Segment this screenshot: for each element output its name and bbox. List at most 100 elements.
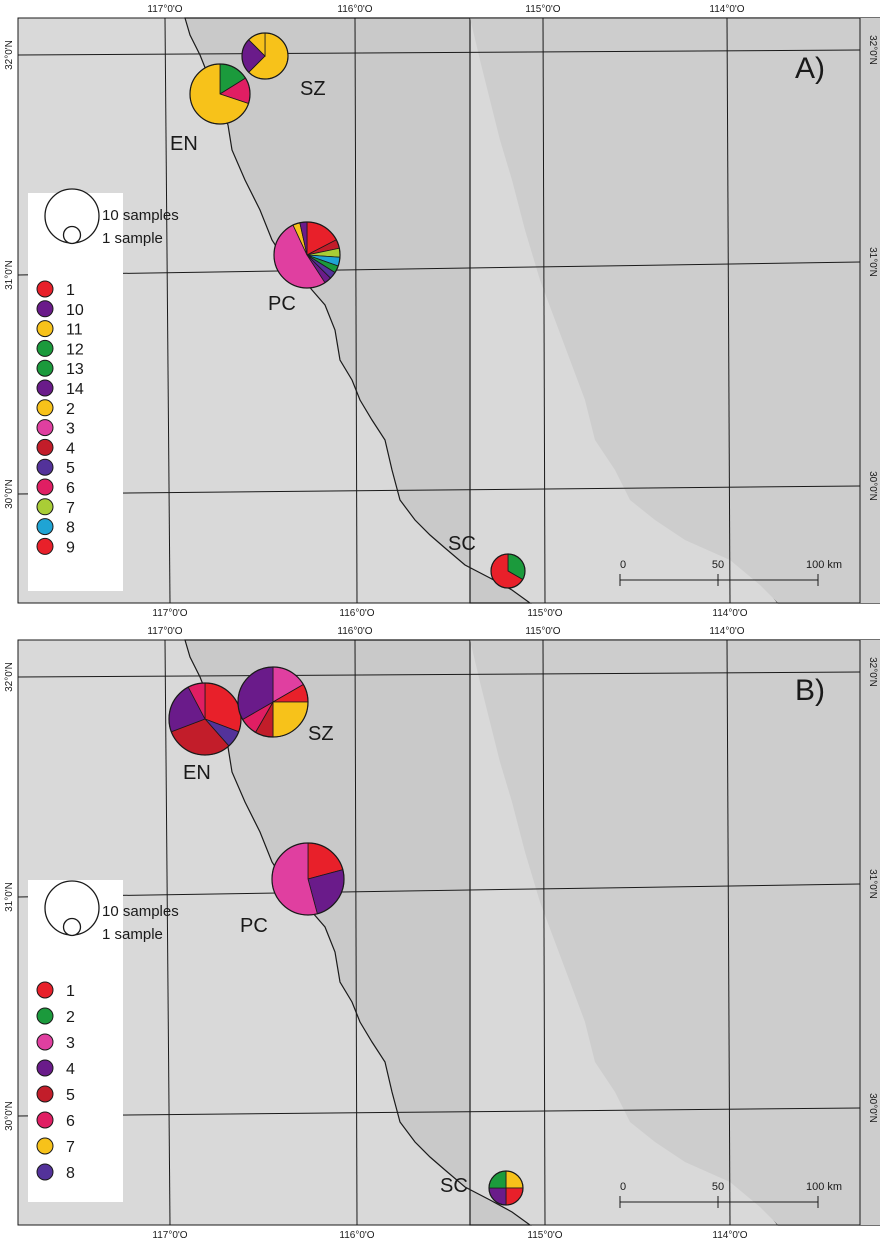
left-tick-label: 31°0'N [4,260,15,290]
top-tick-label: 115°0'O [525,4,560,15]
legend-label: 7 [66,500,75,517]
legend-item: 1 [36,981,75,1000]
legend-swatch [36,1059,54,1077]
right-tick-label: 30°0'N [867,471,878,501]
legend-swatch [36,537,54,555]
meridian-line [726,639,731,1226]
pie-outline [189,63,251,125]
site-label: PC [268,293,296,315]
legend-item: 5 [36,458,75,477]
pie-outline [273,221,341,289]
top-tick-label: 115°0'O [525,626,560,637]
legend-label: 1 [66,983,75,1000]
site-label: SZ [308,723,334,745]
size-small-circle [62,225,82,245]
legend-item: 4 [36,1059,75,1078]
bottom-tick-label: 114°0'O [712,1230,747,1241]
legend-item: 1 [36,280,75,299]
panel-label: B) [795,674,825,707]
legend-item: 3 [36,1033,75,1052]
meridian-line [726,17,731,604]
legend-label: 6 [66,1113,75,1130]
map-b: 117°0'O 116°0'O 115°0'O 114°0'O 117°0'O 116°0… [4,626,880,1241]
map-a: 117°0'O 116°0'O 115°0'O 114°0'O 117°0'O 116°0… [4,4,880,619]
legend-item: 3 [36,419,75,438]
legend-label: 6 [66,480,75,497]
site-pie-pc: PC [240,842,345,937]
bottom-tick-label: 114°0'O [712,608,747,619]
right-tick-label: 31°0'N [867,869,878,899]
mainland-region [470,640,880,1225]
site-pie-en: EN [170,63,251,155]
scale-label: 50 [712,559,724,571]
legend-label: 5 [66,460,75,477]
legend-label: 13 [66,361,84,378]
meridian-line [354,639,358,1226]
bottom-tick-label: 117°0'O [152,608,187,619]
legend-item: 11 [36,320,83,339]
meridian-line [164,17,171,604]
legend-label: 3 [66,421,75,438]
site-pie-sc: SC [440,1170,524,1206]
legend-item: 7 [36,1137,75,1156]
top-tick-label: 116°0'O [337,4,372,15]
legend-item: 5 [36,1085,75,1104]
site-label: PC [240,915,268,937]
left-tick-label: 30°0'N [4,479,15,509]
legend-swatch [36,1007,54,1025]
legend-box: 10 samples 1 sample 1 2 3 4 5 6 7 8 [28,880,179,1202]
bottom-tick-label: 116°0'O [339,1230,374,1241]
bottom-tick-label: 117°0'O [152,1230,187,1241]
scale-label: 100 km [806,1181,842,1193]
legend-swatch [36,359,54,377]
pie-outline [490,553,526,589]
legend-swatch [36,518,54,536]
site-pie-sz: SZ [241,32,326,100]
legend-item: 13 [36,359,84,378]
panel-label: A) [795,52,825,85]
legend-label: 8 [66,1165,75,1182]
bottom-tick-label: 115°0'O [527,608,562,619]
parallel-line [17,671,861,678]
legend-label: 7 [66,1139,75,1156]
legend-label: 4 [66,440,75,457]
left-tick-label: 32°0'N [4,662,15,692]
legend-label: 2 [66,401,75,418]
size-small-label: 1 sample [102,926,163,943]
legend-swatch [36,1163,54,1181]
legend-item: 8 [36,1163,75,1182]
site-label: SC [440,1175,468,1197]
graticule [17,639,861,1226]
site-pie-sz: SZ [237,666,334,745]
legend-item: 4 [36,438,75,457]
legend-swatch [36,399,54,417]
pie-outline [271,842,345,916]
legend-swatch [36,1111,54,1129]
legend-swatch [36,1033,54,1051]
legend-item: 6 [36,1111,75,1130]
top-tick-label: 114°0'O [709,4,744,15]
mainland-region [470,18,880,603]
legend-label: 2 [66,1009,75,1026]
legend-swatch [36,498,54,516]
right-tick-label: 32°0'N [867,657,878,687]
map-frame [17,639,861,1226]
legend-item: 2 [36,399,75,418]
pie-outline [237,666,309,738]
meridian-line [164,639,171,1226]
parallel-line [17,485,861,495]
haplotype-legend: 1 10 11 12 13 14 2 3 4 5 6 7 8 9 [36,280,84,556]
legend-item: 9 [36,537,75,556]
scale-label: 0 [620,1181,626,1193]
scale-label: 0 [620,559,626,571]
legend-label: 11 [66,322,83,339]
site-pie-pc: PC [268,221,341,315]
graticule-labels: 117°0'O 116°0'O 115°0'O 114°0'O 117°0'O 116°0… [4,4,878,619]
site-label: SZ [300,78,326,100]
legend-label: 12 [66,341,84,358]
parallel-line [17,1107,861,1117]
legend-swatch [36,1137,54,1155]
legend-item: 7 [36,498,75,517]
haplotype-legend: 1 2 3 4 5 6 7 8 [36,981,75,1182]
site-pies: EN SZ PC SC [168,666,524,1206]
